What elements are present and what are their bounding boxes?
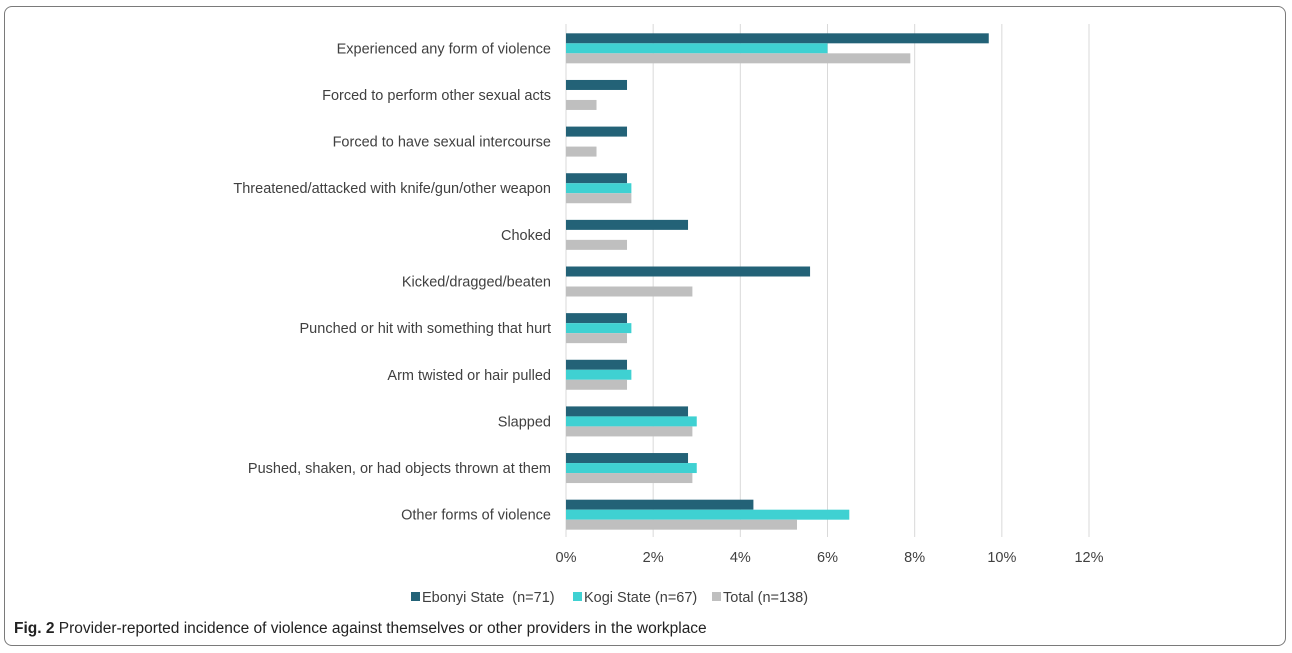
bar: [566, 266, 811, 277]
x-tick-label: 6%: [817, 550, 838, 566]
bar: [566, 53, 911, 64]
bar: [566, 43, 828, 54]
legend-label: Kogi State (n=67): [584, 590, 697, 606]
bar: [566, 219, 689, 230]
bar: [566, 126, 628, 137]
x-tick-label: 8%: [904, 550, 925, 566]
bar: [566, 173, 628, 184]
x-tick-label: 4%: [730, 550, 751, 566]
bar: [566, 286, 693, 297]
category-label: Arm twisted or hair pulled: [387, 368, 551, 384]
legend-label: Ebonyi State (n=71): [422, 590, 555, 606]
bar: [566, 509, 850, 520]
figure-caption: Fig. 2 Provider-reported incidence of vi…: [14, 620, 707, 638]
legend-swatch: [411, 592, 420, 601]
bar: [566, 499, 754, 510]
category-label: Forced to perform other sexual acts: [322, 88, 551, 104]
x-tick-label: 12%: [1074, 550, 1103, 566]
x-tick-label: 2%: [643, 550, 664, 566]
category-label: Experienced any form of violence: [337, 41, 551, 57]
figure-frame: [4, 6, 1286, 646]
x-tick-labels: 0% 2% 4% 6% 8% 10% 12%: [556, 550, 1104, 566]
x-tick-label: 0%: [556, 550, 577, 566]
bars: [566, 33, 989, 530]
bar: [566, 406, 689, 417]
bar: [566, 99, 597, 110]
bar: [566, 193, 632, 204]
category-label: Slapped: [498, 414, 551, 430]
caption-label: Fig. 2: [14, 620, 55, 637]
bar: [566, 146, 597, 157]
bar: [566, 313, 628, 324]
bar: [566, 473, 693, 484]
bar: [566, 323, 632, 334]
category-labels: Experienced any form of violence Forced t…: [233, 41, 551, 523]
bar: [566, 359, 628, 370]
bar: [566, 426, 693, 437]
bar: [566, 369, 632, 380]
category-label: Punched or hit with something that hurt: [300, 321, 551, 337]
bar: [566, 463, 697, 474]
x-tick-label: 10%: [987, 550, 1016, 566]
legend: Ebonyi State (n=71) Kogi State (n=67) Tota…: [411, 590, 808, 606]
legend-swatch: [573, 592, 582, 601]
caption-text: Provider-reported incidence of violence …: [54, 620, 707, 637]
category-label: Threatened/attacked with knife/gun/other…: [233, 181, 551, 197]
bar: [566, 379, 628, 390]
legend-label: Total (n=138): [723, 590, 808, 606]
bar: [566, 239, 628, 250]
bar: [566, 416, 697, 427]
category-label: Other forms of violence: [401, 508, 551, 524]
category-label: Choked: [501, 228, 551, 244]
bar: [566, 183, 632, 194]
bar: [566, 333, 628, 344]
category-label: Kicked/dragged/beaten: [402, 275, 551, 291]
legend-swatch: [712, 592, 721, 601]
bar: [566, 519, 797, 530]
bar: [566, 79, 628, 90]
category-label: Pushed, shaken, or had objects thrown at…: [248, 461, 551, 477]
bar: [566, 33, 989, 44]
bar: [566, 453, 689, 464]
category-label: Forced to have sexual intercourse: [333, 135, 551, 151]
